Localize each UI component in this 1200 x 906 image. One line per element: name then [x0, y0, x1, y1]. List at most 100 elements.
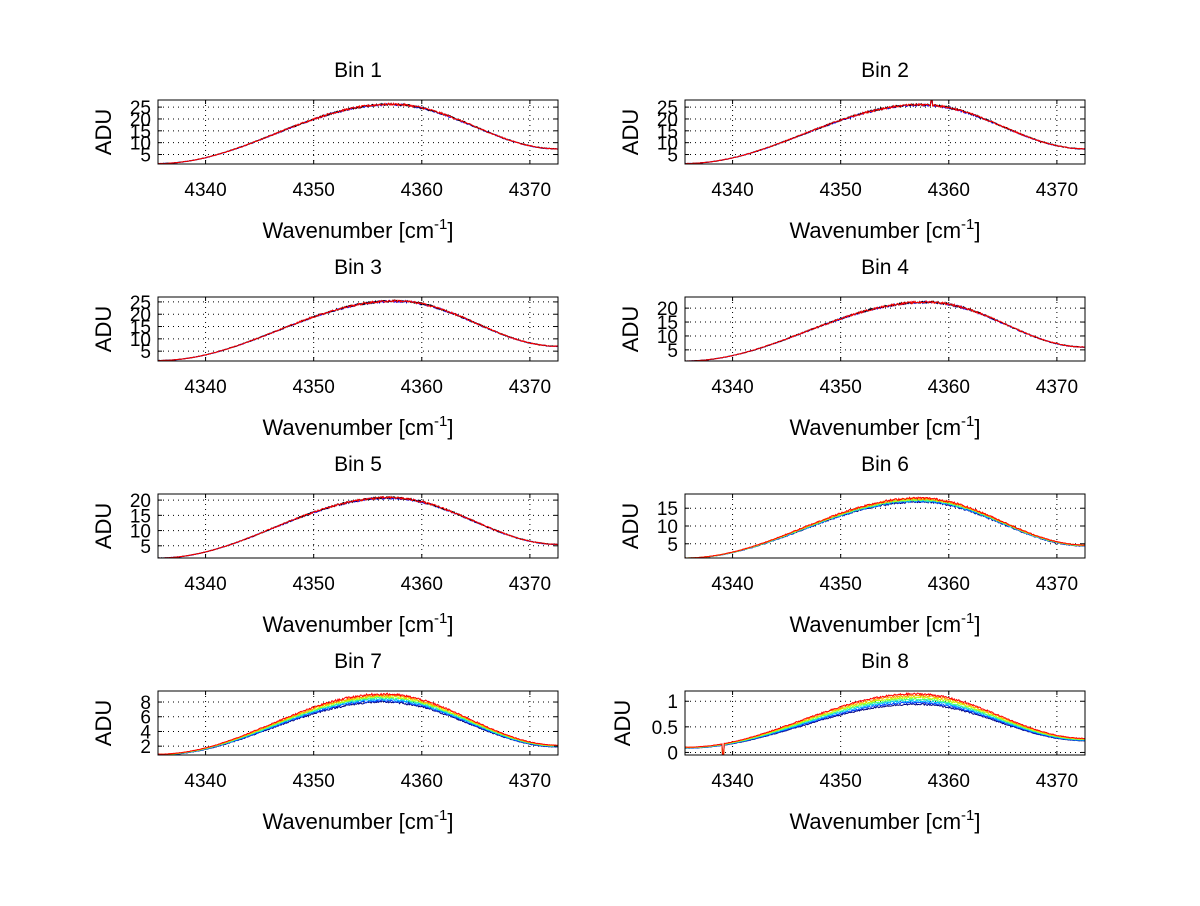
- x-tick-label: 4360: [928, 771, 970, 792]
- y-tick-label: 10: [130, 330, 151, 351]
- series-group: [685, 496, 1085, 558]
- series-line-s7: [685, 692, 1085, 755]
- y-tick-label: 2: [140, 737, 151, 758]
- series-line-s7: [685, 496, 1085, 558]
- y-tick-label: 10: [657, 517, 678, 538]
- y-tick-label: 5: [667, 341, 678, 362]
- y-tick-label: 15: [130, 318, 151, 339]
- subplot-title: Bin 4: [861, 256, 909, 279]
- subplot-title: Bin 8: [861, 650, 909, 673]
- x-tick-label: 4360: [928, 180, 970, 201]
- series-group: [685, 100, 1085, 164]
- axes-frame: [684, 296, 1086, 362]
- series-line-s3: [158, 299, 558, 361]
- x-tick-label: 4350: [293, 377, 335, 398]
- subplot-title: Bin 3: [334, 256, 382, 279]
- x-axis-label-main: Wavenumber [cm: [262, 612, 434, 637]
- x-tick-label: 4360: [928, 574, 970, 595]
- subplot-title: Bin 1: [334, 59, 382, 82]
- series-line-s3: [685, 300, 1085, 361]
- y-tick-label: 10: [130, 522, 151, 543]
- x-axis-label-superscript: -1: [434, 216, 447, 233]
- x-tick-label: 4350: [293, 574, 335, 595]
- y-tick-label: 25: [130, 98, 151, 119]
- x-tick-label: 4350: [820, 771, 862, 792]
- x-tick-label: 4360: [928, 377, 970, 398]
- series-group: [685, 300, 1085, 361]
- x-axis-label-end: ]: [974, 415, 980, 440]
- x-axis-label-main: Wavenumber [cm: [789, 218, 961, 243]
- subplot-title: Bin 2: [861, 59, 909, 82]
- x-axis-label-end: ]: [974, 809, 980, 834]
- series-line-s1: [685, 702, 1085, 755]
- x-tick-label: 4340: [711, 377, 753, 398]
- x-tick-label: 4360: [401, 377, 443, 398]
- y-tick-label: 4: [140, 722, 151, 743]
- y-axis-label: ADU: [618, 503, 643, 549]
- x-tick-label: 4370: [1036, 377, 1078, 398]
- axes-frame: [157, 99, 559, 165]
- axes-frame: [157, 296, 559, 362]
- x-axis-label-superscript: -1: [961, 610, 974, 627]
- x-tick-label: 4340: [711, 771, 753, 792]
- x-axis-label: Wavenumber [cm-1]: [789, 216, 980, 243]
- y-tick-label: 15: [657, 122, 678, 143]
- series-line-s3: [158, 102, 558, 164]
- y-tick-label: 5: [140, 342, 151, 363]
- x-axis-label-end: ]: [447, 218, 453, 243]
- series-line-s4: [158, 696, 558, 755]
- y-axis-label: ADU: [91, 306, 116, 352]
- x-axis-label-main: Wavenumber [cm: [262, 415, 434, 440]
- y-tick-label: 25: [130, 293, 151, 314]
- x-tick-label: 4370: [509, 377, 551, 398]
- axes-frame: [684, 99, 1086, 165]
- x-axis-label: Wavenumber [cm-1]: [262, 610, 453, 637]
- x-tick-label: 4370: [509, 771, 551, 792]
- axes-frame: [157, 493, 559, 559]
- y-tick-label: 5: [667, 146, 678, 167]
- x-tick-label: 4370: [509, 180, 551, 201]
- y-tick-label: 5: [140, 146, 151, 167]
- y-axis-label: ADU: [91, 109, 116, 155]
- y-tick-label: 0: [667, 743, 678, 764]
- x-tick-label: 4350: [293, 771, 335, 792]
- series-line-s3: [685, 100, 1085, 164]
- x-axis-label-superscript: -1: [434, 807, 447, 824]
- y-tick-label: 0.5: [652, 718, 678, 739]
- y-tick-label: 20: [657, 110, 678, 131]
- x-axis-label-superscript: -1: [961, 413, 974, 430]
- axes-frame: [684, 690, 1086, 756]
- y-tick-label: 1: [667, 692, 678, 713]
- x-tick-label: 4360: [401, 574, 443, 595]
- x-tick-label: 4350: [293, 180, 335, 201]
- x-axis-label-main: Wavenumber [cm: [262, 809, 434, 834]
- x-axis-label: Wavenumber [cm-1]: [789, 610, 980, 637]
- y-tick-label: 6: [140, 708, 151, 729]
- x-tick-label: 4340: [711, 180, 753, 201]
- y-tick-label: 15: [130, 506, 151, 527]
- x-axis-label-superscript: -1: [961, 216, 974, 233]
- x-axis-label: Wavenumber [cm-1]: [262, 413, 453, 440]
- x-axis-label-end: ]: [974, 218, 980, 243]
- x-axis-label-end: ]: [447, 809, 453, 834]
- y-axis-label: ADU: [618, 306, 643, 352]
- subplot-title: Bin 6: [861, 453, 909, 476]
- y-tick-label: 20: [130, 110, 151, 131]
- x-tick-label: 4360: [401, 771, 443, 792]
- y-tick-label: 5: [140, 537, 151, 558]
- x-axis-label-end: ]: [974, 612, 980, 637]
- series-group: [685, 692, 1085, 755]
- x-axis-label-main: Wavenumber [cm: [789, 415, 961, 440]
- series-group: [158, 692, 558, 755]
- subplot-title: Bin 5: [334, 453, 382, 476]
- y-axis-label: ADU: [91, 700, 116, 746]
- x-tick-label: 4340: [711, 574, 753, 595]
- y-axis-label: ADU: [91, 503, 116, 549]
- x-axis-label-main: Wavenumber [cm: [789, 612, 961, 637]
- x-axis-label-main: Wavenumber [cm: [262, 218, 434, 243]
